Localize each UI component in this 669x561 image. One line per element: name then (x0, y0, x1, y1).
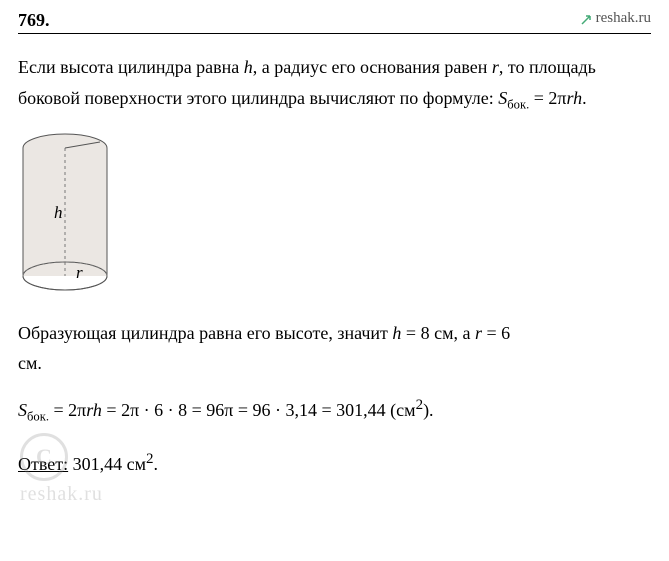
answer-label: Ответ: (18, 454, 68, 474)
problem-statement: Если высота цилиндра равна h, а радиус е… (18, 52, 651, 116)
arrow-icon (580, 12, 594, 26)
calc-s: S (18, 400, 27, 420)
calc-expr2: = 2π · 6 · 8 = 96π = 96 · 3,14 = 301,44 … (102, 400, 416, 420)
calc-sub: бок. (27, 409, 49, 423)
var-h: h (244, 57, 253, 77)
solution-text: Образующая цилиндра равна его высоте, зн… (18, 318, 651, 379)
formula-s: S (498, 88, 507, 108)
text: , (499, 57, 504, 77)
text: Если высота цилиндра равна (18, 57, 244, 77)
site-logo: reshak.ru (580, 10, 651, 27)
formula-sub: бок. (507, 97, 529, 111)
formula-end: . (582, 88, 587, 108)
answer-end: . (154, 454, 159, 474)
watermark-text: reshak.ru (20, 483, 103, 506)
cylinder-diagram: h r (18, 130, 651, 300)
formula-rh: rh (566, 88, 582, 108)
calc-rh: rh (86, 400, 102, 420)
svg-text:r: r (76, 263, 83, 282)
text: см. (18, 353, 42, 373)
var-r: r (475, 323, 482, 343)
text: , а радиус его основания равен (253, 57, 492, 77)
text: = 8 см, а (401, 323, 475, 343)
site-name: reshak.ru (596, 10, 651, 27)
text: Образующая цилиндра равна его высоте, зн… (18, 323, 392, 343)
answer: Ответ: 301,44 см2. (18, 451, 651, 475)
svg-text:h: h (54, 203, 63, 222)
calc-expr: = 2π (49, 400, 86, 420)
var-r: r (492, 57, 499, 77)
text: = 6 (482, 323, 510, 343)
text: формуле: (423, 88, 498, 108)
formula-eq: = 2π (529, 88, 566, 108)
calculation: Sбок. = 2πrh = 2π · 6 · 8 = 96π = 96 · 3… (18, 393, 651, 427)
answer-sup: 2 (146, 451, 154, 467)
header: 769. reshak.ru (18, 10, 651, 34)
calc-expr3: ). (423, 400, 434, 420)
problem-number: 769. (18, 10, 50, 31)
answer-value: 301,44 см (68, 454, 146, 474)
sup2: 2 (416, 397, 424, 413)
